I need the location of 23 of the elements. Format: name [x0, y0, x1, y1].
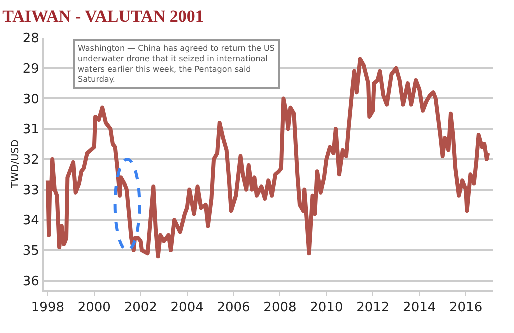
annotation: Washington — China has agreed to return the US underwater drone that it seized in international waters earlier this week, the Pentagon said Saturday. — [78, 44, 275, 84]
x-tick-label: 2012 — [356, 300, 390, 316]
line-series — [46, 57, 490, 259]
x-tick-label: 2002 — [124, 300, 158, 316]
y-tick-label: 33 — [22, 183, 40, 198]
y-tick-label: 32 — [22, 153, 40, 168]
x-tick-label: 2010 — [310, 300, 344, 316]
x-tick-label: 2008 — [264, 300, 297, 316]
y-tick-label: 35 — [22, 244, 40, 260]
y-tick-label: 36 — [22, 274, 40, 290]
y-tick-label: 28 — [22, 32, 40, 47]
x-tick-label: 2014 — [403, 300, 436, 316]
x-tick-label: 2004 — [170, 300, 204, 316]
y-tick-label: 29 — [22, 62, 40, 77]
y-tick-label: 30 — [22, 92, 40, 108]
x-tick-label: 2000 — [78, 300, 111, 316]
x-tick-label: 2006 — [217, 300, 250, 316]
y-tick-label: 31 — [22, 122, 40, 138]
y-axis-title: TWD/USD — [10, 139, 22, 190]
y-tick-label: 34 — [22, 214, 40, 229]
chart-title: TAIWAN - VALUTAN 2001 — [2, 6, 204, 26]
x-tick-label: 2016 — [450, 300, 483, 316]
x-tick-label: 1998 — [31, 300, 64, 316]
